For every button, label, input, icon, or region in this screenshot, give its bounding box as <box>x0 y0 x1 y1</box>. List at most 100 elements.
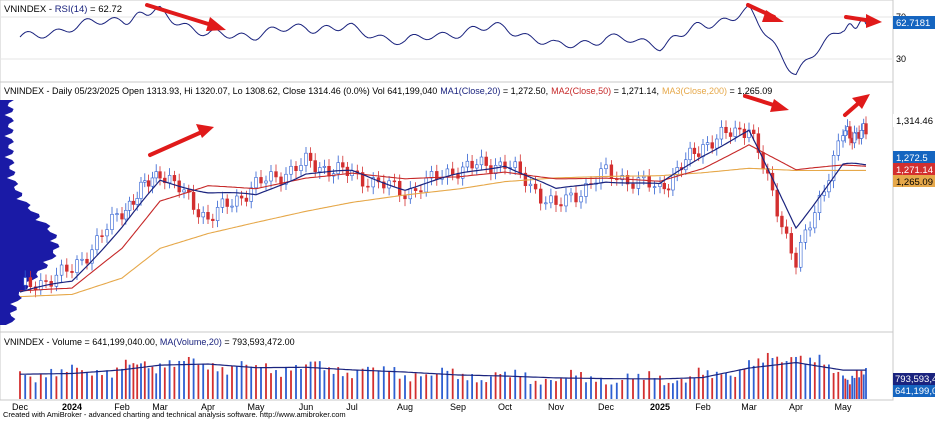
candle-body <box>803 229 808 243</box>
volume-bar <box>116 367 118 399</box>
volume-bar <box>846 379 849 399</box>
volume-bar <box>309 361 312 399</box>
volume-bar <box>738 370 741 399</box>
volume-bar <box>382 366 385 399</box>
candle-body <box>392 180 397 183</box>
volume-bar <box>420 376 422 399</box>
volume-bar <box>192 358 195 399</box>
volume-bar <box>702 374 704 399</box>
candle-body <box>124 210 128 220</box>
volume-bar <box>851 375 854 399</box>
volume-bar <box>45 377 47 399</box>
candle-body <box>724 126 728 134</box>
volume-bar <box>766 352 769 399</box>
candle-body <box>419 190 423 193</box>
candle-body <box>864 123 868 135</box>
candle-body <box>738 127 742 130</box>
volume-bar <box>832 373 835 399</box>
volume-bar <box>270 373 272 399</box>
volume-bar <box>216 371 219 399</box>
volume-bar <box>626 373 629 399</box>
volume-bar <box>809 357 811 399</box>
ma2-line <box>19 144 867 292</box>
candle-body <box>489 165 493 175</box>
candle-body <box>710 142 714 149</box>
volume-bar <box>539 384 542 399</box>
candle-body <box>848 126 852 139</box>
price-panel[interactable]: VNINDEX - Daily 05/23/2025 Open 1313.93,… <box>0 81 935 333</box>
candle-body <box>604 164 608 170</box>
volume-bar <box>648 371 651 399</box>
volume-bar <box>81 370 83 399</box>
candle-body <box>341 162 345 168</box>
candle-body <box>269 171 273 182</box>
volume-bar <box>202 364 205 399</box>
volume-bar <box>550 380 552 399</box>
candle-body <box>503 161 507 169</box>
candle-body <box>313 160 317 173</box>
candle-body <box>336 162 340 174</box>
volume-bar <box>295 365 297 399</box>
candle-body <box>167 175 172 184</box>
candle-body <box>733 127 737 137</box>
volume-bar <box>71 364 73 399</box>
candle-body <box>784 226 789 234</box>
volume-bar <box>377 371 380 399</box>
volume-bar <box>328 367 330 399</box>
volume-bar <box>76 367 78 399</box>
volume-bar <box>637 373 640 399</box>
volume-bar <box>414 373 417 399</box>
candle-body <box>139 181 143 199</box>
volume-bar <box>393 367 396 399</box>
volume-bar <box>341 376 344 399</box>
candle-body <box>843 130 848 136</box>
volume-bar <box>844 378 847 399</box>
volume-bar <box>305 364 307 399</box>
candle-body <box>239 195 244 199</box>
candle-body <box>813 212 817 229</box>
candle-body <box>780 215 784 228</box>
arrow-price-apr <box>743 94 789 112</box>
candle-body <box>822 191 826 196</box>
candle-body <box>382 181 386 189</box>
candle-body <box>150 177 155 187</box>
volume-bar <box>29 376 32 399</box>
x-tick-label: Apr <box>789 402 803 412</box>
ma1-value-box <box>893 151 935 164</box>
candle-body <box>631 183 635 189</box>
candle-body <box>284 173 288 185</box>
volume-bar <box>534 380 537 399</box>
volume-bar <box>781 362 783 399</box>
volume-bar <box>672 383 674 399</box>
candle-body <box>559 204 563 207</box>
volume-bar <box>490 376 492 399</box>
volume-bar <box>221 367 224 399</box>
volume-bar <box>451 368 454 399</box>
volume-bar <box>111 377 113 399</box>
volume-bar <box>575 375 577 399</box>
volume-bar <box>823 364 826 399</box>
volume-bar <box>776 356 779 399</box>
volume-bar <box>197 364 200 399</box>
candle-body <box>579 196 583 203</box>
volume-bar <box>388 371 390 399</box>
candle-body <box>620 174 624 181</box>
volume-panel[interactable]: VNINDEX - Volume = 641,199,040.00, MA(Vo… <box>0 331 935 401</box>
candle-body <box>574 192 578 203</box>
candle-body <box>376 177 381 183</box>
volume-bar <box>300 369 302 399</box>
candle-body <box>110 213 114 230</box>
volume-bar <box>168 360 171 399</box>
volume-bar <box>280 376 282 399</box>
volume-bar <box>265 363 267 399</box>
volume-bar <box>132 363 135 399</box>
candle-body <box>191 192 196 210</box>
volume-bar <box>173 366 176 399</box>
volume-bar <box>565 378 567 399</box>
candle-body <box>366 185 370 188</box>
annotation-arrows <box>145 3 882 157</box>
candle-body <box>403 195 407 200</box>
x-tick-label: Mar <box>741 402 757 412</box>
x-tick-label: Dec <box>598 402 615 412</box>
